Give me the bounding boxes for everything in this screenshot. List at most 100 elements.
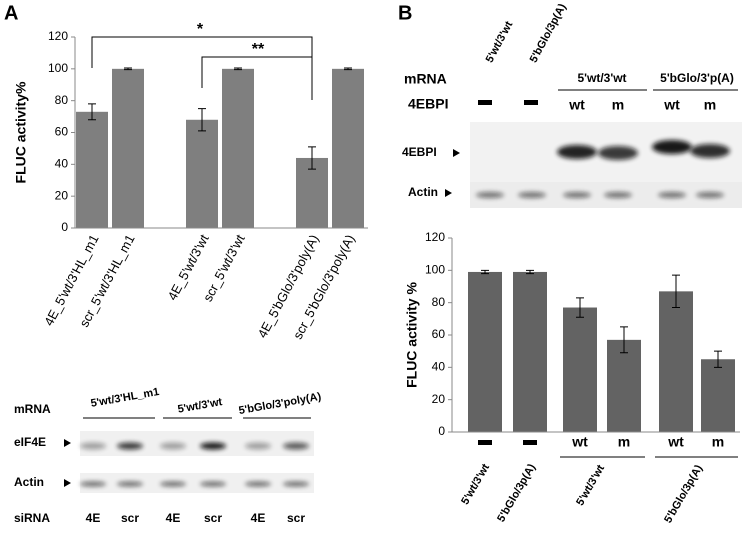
blot-band [80, 442, 106, 450]
bar [563, 307, 597, 432]
lane-label: m [704, 97, 716, 113]
blot-strip [80, 431, 314, 456]
blot-band [658, 192, 686, 198]
row-label: 4EBPI [408, 96, 448, 112]
lane-label: scr [121, 511, 139, 525]
y-tick-label: 0 [438, 424, 445, 438]
blot-band [200, 442, 226, 450]
blot-band [652, 140, 692, 154]
blot-band [117, 442, 143, 450]
error-bar [526, 269, 534, 275]
y-tick-label: 80 [55, 93, 69, 107]
dash [478, 100, 492, 105]
lane-label: scr [204, 511, 222, 525]
x-tick-label: wt [571, 434, 588, 450]
error-bar [576, 297, 584, 318]
error-bar [308, 146, 316, 170]
blot-band [696, 192, 724, 198]
panel-label: A [4, 2, 18, 24]
blot-band [563, 192, 591, 198]
y-tick-label: 20 [432, 392, 446, 406]
y-axis-label: FLUC activity% [13, 81, 29, 183]
lane-label: 4E [86, 511, 101, 525]
lane-label: 4E [166, 511, 181, 525]
bar [701, 359, 735, 432]
blot-strip [80, 473, 314, 493]
blot-band [604, 192, 632, 198]
blot-band [283, 442, 309, 450]
y-tick-label: 120 [425, 230, 445, 244]
bar [607, 339, 641, 432]
x-tick-label: m [712, 434, 724, 450]
dash [523, 440, 537, 445]
blot-band [200, 481, 226, 487]
x-group-label: 5'wt/3'wt [459, 462, 492, 507]
row-label: Actin [14, 475, 44, 489]
lane-label: scr [287, 511, 305, 525]
row-label: 4EBPI [402, 145, 437, 159]
error-bar [234, 67, 242, 71]
error-bar [481, 269, 489, 275]
y-tick-label: 40 [432, 360, 446, 374]
blot-band [518, 192, 546, 198]
x-tick-label: m [618, 434, 630, 450]
bar [468, 271, 502, 432]
lane-label: 4E [251, 511, 266, 525]
significance-label: ** [252, 41, 265, 58]
blot-band [160, 442, 186, 450]
bar [112, 68, 144, 228]
lane-label: m [612, 97, 624, 113]
bar [296, 157, 328, 228]
row-label: siRNA [14, 511, 50, 525]
panel-label: B [398, 2, 412, 24]
y-axis-label: FLUC activity % [404, 282, 420, 388]
blot-band [80, 481, 106, 487]
x-group-label: 5'bGlo/3p(A) [662, 463, 705, 526]
dash [524, 100, 538, 105]
error-bar [124, 67, 132, 71]
y-tick-label: 40 [55, 157, 69, 171]
bar [513, 271, 547, 432]
x-group-label: 5'wt/3'wt [574, 463, 607, 508]
error-bar [620, 326, 628, 354]
y-tick-label: 80 [432, 295, 446, 309]
y-tick-label: 0 [61, 220, 68, 234]
blot-band [690, 144, 730, 158]
lane-top-label: 5'bGlo/3p(A) [528, 1, 569, 64]
bar [659, 291, 693, 432]
y-tick-label: 60 [55, 125, 69, 139]
x-tick-label: wt [667, 434, 684, 450]
y-tick-label: 60 [432, 327, 446, 341]
bar [332, 68, 364, 228]
error-bar [88, 103, 96, 121]
row-label: Actin [408, 185, 438, 199]
blot-band [283, 481, 309, 487]
error-bar [714, 350, 722, 368]
row-label: eIF4E [14, 435, 46, 449]
bar [186, 119, 218, 228]
blot-band [245, 442, 271, 450]
significance-bracket [201, 56, 312, 88]
arrow [64, 439, 71, 447]
bar [222, 68, 254, 228]
lane-label: wt [568, 97, 585, 113]
arrow [445, 189, 452, 197]
blot-band [598, 146, 638, 160]
arrow [64, 479, 71, 487]
mrna-group-label: 5'wt/3'wt [177, 396, 224, 416]
blot-band [160, 481, 186, 487]
significance-label: * [197, 21, 204, 38]
row-label: mRNA [14, 402, 51, 416]
mrna-group-label: 5'bGlo/3'p(A) [660, 71, 734, 85]
arrow [453, 149, 460, 157]
mrna-group-label: 5'wt/3'wt [577, 71, 626, 85]
bar [76, 111, 108, 228]
y-tick-label: 100 [48, 61, 68, 75]
y-tick-label: 120 [48, 29, 68, 43]
dash [478, 440, 492, 445]
blot-band [245, 481, 271, 487]
mrna-group-label: 5'wt/3'HL_m1 [90, 386, 160, 410]
lane-label: wt [663, 97, 680, 113]
error-bar [198, 108, 206, 132]
